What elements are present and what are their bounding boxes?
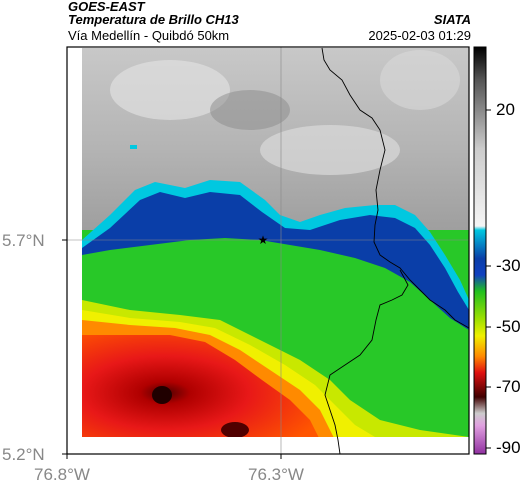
colorbar-tick-minus70: -70 [496, 377, 521, 396]
product-title: Temperatura de Brillo CH13 [68, 12, 239, 27]
organization-label: SIATA [433, 12, 471, 27]
lat-label-5.2: 5.2°N [2, 445, 45, 464]
department-boundary [324, 269, 409, 455]
colorbar-tick-20: 20 [496, 100, 515, 119]
border-line [321, 47, 470, 329]
colorbar-tick-minus30: -30 [496, 256, 521, 275]
datetime-label: 2025-02-03 01:29 [368, 28, 471, 43]
map-frame [66, 46, 470, 455]
lat-label-5.7: 5.7°N [2, 231, 45, 250]
colorbar-tick-minus90: -90 [496, 438, 521, 457]
lon-label-76.3: 76.3°W [248, 465, 304, 484]
colorbar-tick-minus50: -50 [496, 317, 521, 336]
lon-label-76.8: 76.8°W [34, 465, 90, 484]
satellite-title: GOES-EAST [68, 0, 145, 14]
region-subtitle: Vía Medellín - Quibdó 50km [68, 28, 230, 43]
location-star-icon: ★ [258, 233, 269, 247]
brightness-temperature-field [82, 48, 469, 437]
colorbar [473, 46, 487, 455]
